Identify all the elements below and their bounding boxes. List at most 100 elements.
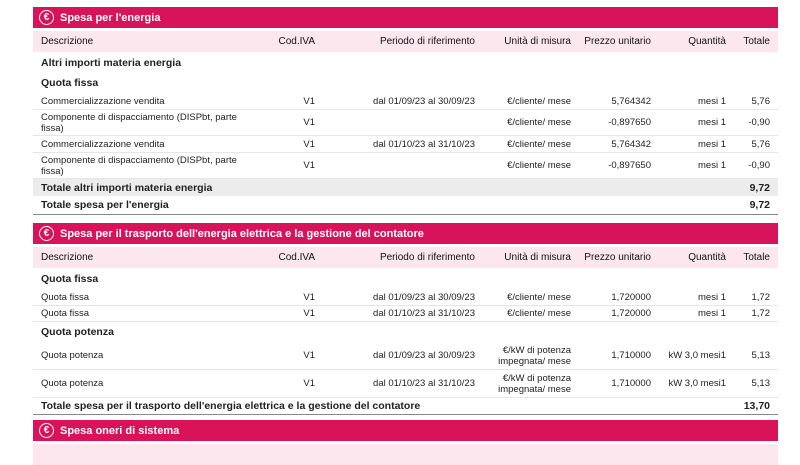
cell-prezzo: -0,897650 [608, 160, 651, 171]
cell-quantita: kW 3,0 mesi1 [668, 378, 726, 389]
subgroup-title: Quota potenza [41, 326, 114, 338]
cell-totale: 5,13 [751, 378, 771, 389]
col-totale: Totale [743, 36, 770, 47]
cell-desc: Componente di dispacciamento (DISPbt, pa… [41, 111, 237, 134]
table-row: Quota fissa V1 dal 01/10/23 al 31/10/23 … [33, 306, 778, 322]
section-trasporto: € Spesa per il trasporto dell'energia el… [33, 223, 778, 415]
cell-desc: Quota fissa [41, 308, 90, 319]
cell-iva: V1 [303, 138, 315, 150]
cell-unita: €/cliente/ mese [507, 138, 571, 150]
cell-totale: 1,72 [751, 292, 771, 303]
cell-unita: €/kW di potenza impegnata/ mese [498, 372, 571, 395]
column-header-row: Descrizione Cod.IVA Periodo di riferimen… [33, 247, 778, 268]
table-row: Quota potenza V1 dal 01/10/23 al 31/10/2… [33, 370, 778, 398]
section-title: Spesa per il trasporto dell'energia elet… [60, 227, 424, 240]
subtotal-row: Totale altri importi materia energia 9,7… [33, 179, 778, 196]
cell-prezzo: 1,720000 [611, 308, 651, 319]
col-descrizione: Descrizione [41, 36, 94, 47]
cell-prezzo: 5,764342 [611, 95, 651, 107]
cell-iva: V1 [303, 160, 315, 171]
total-row: Totale spesa per il trasporto dell'energ… [33, 398, 778, 415]
cell-unita: €/cliente/ mese [507, 117, 571, 128]
cell-periodo: dal 01/09/23 al 30/09/23 [373, 292, 475, 303]
col-periodo: Periodo di riferimento [379, 36, 475, 47]
cell-desc: Quota potenza [41, 350, 104, 361]
cell-periodo: dal 01/10/23 al 31/10/23 [373, 378, 475, 389]
cell-periodo: dal 01/09/23 al 30/09/23 [373, 350, 475, 361]
cell-prezzo: 1,710000 [611, 378, 651, 389]
cell-totale: -0,90 [748, 117, 770, 128]
section-header: € Spesa oneri di sistema [33, 420, 778, 441]
col-unita: Unità di misura [504, 36, 571, 47]
cell-unita: €/kW di potenza impegnata/ mese [498, 344, 571, 367]
cell-unita: €/cliente/ mese [507, 95, 571, 107]
cell-prezzo: -0,897650 [608, 117, 651, 128]
cell-totale: 5,76 [751, 138, 771, 150]
column-header-row: Descrizione Cod.IVA Periodo di riferimen… [33, 31, 778, 52]
total-value: 13,70 [743, 400, 770, 412]
cell-desc: Commercializzazione vendita [41, 138, 165, 150]
subgroup-title: Quota fissa [41, 77, 99, 89]
table-row: Commercializzazione vendita V1 dal 01/10… [33, 136, 778, 153]
euro-icon: € [39, 226, 54, 241]
cell-quantita: kW 3,0 mesi1 [668, 350, 726, 361]
cell-prezzo: 1,710000 [611, 350, 651, 361]
subtotal-value: 9,72 [749, 181, 770, 194]
col-quantita: Quantità [688, 36, 726, 47]
col-cod-iva: Cod.IVA [278, 252, 316, 263]
col-unita: Unità di misura [504, 252, 571, 263]
total-value: 9,72 [749, 199, 770, 211]
cell-totale: 5,76 [751, 95, 771, 107]
col-prezzo: Prezzo unitario [584, 36, 651, 47]
cell-iva: V1 [303, 308, 315, 319]
cell-unita: €/cliente/ mese [507, 308, 571, 319]
cell-totale: 5,13 [751, 350, 771, 361]
col-cod-iva: Cod.IVA [278, 36, 316, 47]
table-row: Componente di dispacciamento (DISPbt, pa… [33, 110, 778, 136]
cell-totale: -0,90 [748, 160, 770, 171]
cell-periodo: dal 01/10/23 al 31/10/23 [373, 308, 475, 319]
col-totale: Totale [743, 252, 770, 263]
cell-quantita: mesi 1 [698, 138, 726, 150]
table-row: Quota fissa V1 dal 01/09/23 al 30/09/23 … [33, 290, 778, 306]
cell-quantita: mesi 1 [698, 292, 726, 303]
table-row: Quota potenza V1 dal 01/09/23 al 30/09/2… [33, 342, 778, 370]
total-row: Totale spesa per l'energia 9,72 [33, 196, 778, 215]
section-title: Spesa per l'energia [60, 11, 161, 24]
cell-desc: Commercializzazione vendita [41, 95, 165, 107]
cell-iva: V1 [303, 350, 315, 361]
cell-quantita: mesi 1 [698, 117, 726, 128]
col-descrizione: Descrizione [41, 252, 94, 263]
cell-iva: V1 [303, 95, 315, 107]
cell-desc: Quota potenza [41, 378, 104, 389]
cell-desc: Componente di dispacciamento (DISPbt, pa… [41, 154, 237, 177]
cell-unita: €/cliente/ mese [507, 160, 571, 171]
subgroup-title: Quota fissa [41, 273, 99, 285]
total-label: Totale spesa per l'energia [41, 199, 169, 211]
section-energia: € Spesa per l'energia Descrizione Cod.IV… [33, 7, 778, 215]
group-title: Altri importi materia energia [41, 56, 182, 69]
table-row: Componente di dispacciamento (DISPbt, pa… [33, 153, 778, 179]
col-periodo: Periodo di riferimento [379, 252, 475, 263]
cell-iva: V1 [303, 117, 315, 128]
subtotal-label: Totale altri importi materia energia [41, 181, 213, 194]
cell-unita: €/cliente/ mese [507, 292, 571, 303]
section-header: € Spesa per l'energia [33, 7, 778, 28]
col-prezzo: Prezzo unitario [584, 252, 651, 263]
cell-periodo: dal 01/10/23 al 31/10/23 [373, 138, 475, 150]
cell-totale: 1,72 [751, 308, 771, 319]
euro-icon: € [39, 10, 54, 25]
cell-periodo: dal 01/09/23 al 30/09/23 [373, 95, 475, 107]
section-title: Spesa oneri di sistema [60, 424, 180, 437]
cell-quantita: mesi 1 [698, 160, 726, 171]
col-quantita: Quantità [688, 252, 726, 263]
cell-iva: V1 [303, 378, 315, 389]
cell-quantita: mesi 1 [698, 308, 726, 319]
euro-icon: € [39, 423, 54, 438]
column-header-row [33, 444, 778, 465]
cell-prezzo: 5,764342 [611, 138, 651, 150]
total-label: Totale spesa per il trasporto dell'energ… [41, 400, 421, 412]
cell-prezzo: 1,720000 [611, 292, 651, 303]
cell-quantita: mesi 1 [698, 95, 726, 107]
section-oneri: € Spesa oneri di sistema [33, 420, 778, 465]
